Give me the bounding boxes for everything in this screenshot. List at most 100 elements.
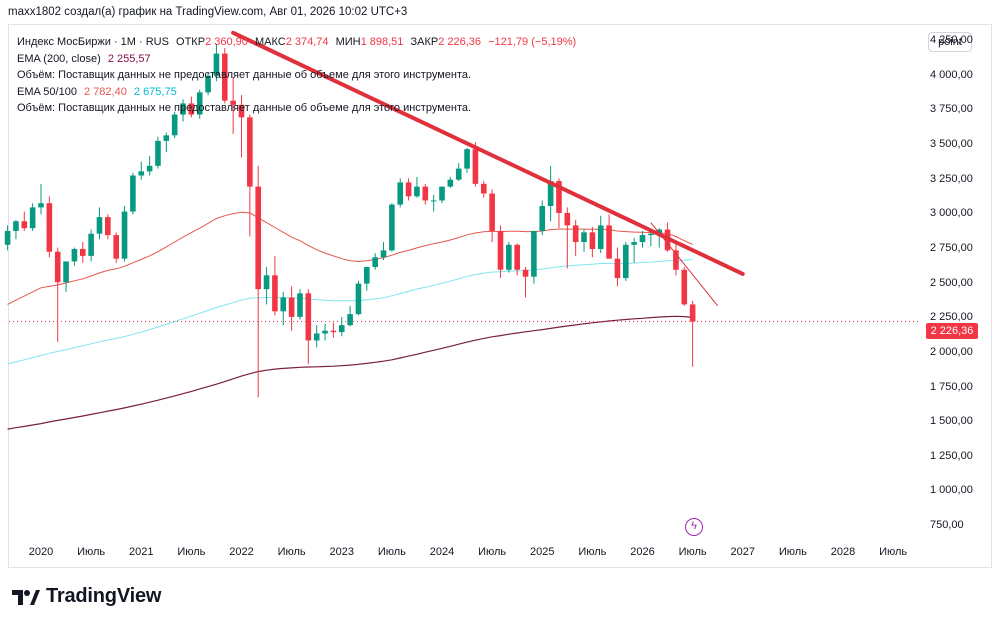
candle-body[interactable]	[439, 186, 445, 201]
candle-body[interactable]	[514, 244, 520, 270]
candle-body[interactable]	[180, 103, 186, 115]
price-tick-label: 3 500,00	[930, 138, 973, 151]
candle-body[interactable]	[338, 325, 345, 333]
ema100-layer	[7, 258, 693, 365]
candle-body[interactable]	[380, 250, 387, 258]
candle-body[interactable]	[255, 186, 262, 290]
candle-body[interactable]	[155, 140, 161, 166]
close-label: ЗАКР	[410, 36, 439, 48]
candle-body[interactable]	[364, 266, 370, 284]
candle-body[interactable]	[372, 257, 378, 267]
candle-body[interactable]	[71, 248, 78, 262]
candle-body[interactable]	[622, 244, 629, 279]
price-tick-label: 2 750,00	[930, 241, 973, 254]
candle-body[interactable]	[146, 165, 153, 172]
candle-body[interactable]	[121, 211, 128, 259]
candle-body[interactable]	[389, 204, 395, 251]
candle-body[interactable]	[447, 179, 454, 187]
candle-body[interactable]	[564, 212, 571, 226]
candle-body[interactable]	[272, 275, 278, 312]
candle-body[interactable]	[263, 275, 270, 290]
candle-body[interactable]	[531, 230, 537, 277]
short-trendline[interactable]	[650, 222, 719, 307]
candle-body[interactable]	[597, 225, 604, 249]
main-trendline[interactable]	[231, 30, 745, 276]
candle-body[interactable]	[130, 175, 136, 212]
candle-body[interactable]	[656, 229, 663, 234]
candle-body[interactable]	[639, 235, 646, 243]
candle-body[interactable]	[472, 149, 479, 184]
candle-body[interactable]	[589, 232, 596, 249]
candle-body[interactable]	[38, 203, 44, 208]
candle-body[interactable]	[221, 53, 228, 101]
candle-body[interactable]	[614, 258, 621, 279]
symbol-label[interactable]: Индекс МосБиржи · 1M · RUS	[17, 36, 169, 48]
legend-ema50-100-row[interactable]: EMA 50/100 2 782,40 2 675,75	[17, 84, 576, 101]
candle-body[interactable]	[213, 53, 220, 76]
candle-body[interactable]	[330, 330, 337, 333]
candle-body[interactable]	[105, 217, 111, 236]
candle-body[interactable]	[648, 233, 654, 236]
candle-body[interactable]	[489, 193, 495, 231]
candle-body[interactable]	[631, 242, 637, 245]
lightning-icon[interactable]: ϟ	[685, 518, 703, 536]
candle-body[interactable]	[188, 103, 195, 115]
candle-body[interactable]	[63, 261, 69, 283]
candle-body[interactable]	[581, 232, 587, 243]
candle-body[interactable]	[171, 114, 178, 136]
candle-body[interactable]	[606, 225, 612, 259]
time-tick-label: Июль	[277, 546, 306, 558]
candle-body[interactable]	[138, 171, 145, 176]
candle-body[interactable]	[13, 221, 19, 231]
candle-body[interactable]	[422, 186, 429, 201]
candle-body[interactable]	[572, 225, 579, 243]
candle-body[interactable]	[480, 183, 487, 194]
candle-body[interactable]	[205, 75, 211, 93]
candle-body[interactable]	[196, 92, 203, 115]
candle-body[interactable]	[689, 304, 696, 322]
candle-body[interactable]	[547, 181, 554, 207]
candle-body[interactable]	[556, 181, 562, 213]
candle-body[interactable]	[405, 182, 412, 197]
candle-body[interactable]	[673, 250, 679, 270]
price-tick-label: 4 250,00	[930, 34, 973, 47]
chart-legend: Индекс МосБиржи · 1M · RUS ОТКР2 360,90 …	[17, 34, 576, 117]
candle-body[interactable]	[79, 248, 86, 256]
candle-body[interactable]	[96, 217, 103, 234]
candle-body[interactable]	[347, 314, 353, 326]
candle-body[interactable]	[464, 149, 470, 169]
candle-body[interactable]	[322, 330, 328, 334]
candle-body[interactable]	[247, 117, 253, 187]
candle-body[interactable]	[54, 251, 61, 283]
candle-body[interactable]	[497, 230, 504, 270]
candle-body[interactable]	[430, 200, 437, 202]
candle-body[interactable]	[305, 293, 312, 341]
candle-body[interactable]	[46, 203, 53, 252]
candle-body[interactable]	[113, 235, 119, 259]
candle-body[interactable]	[681, 269, 688, 305]
legend-ema200-row[interactable]: EMA (200, close) 2 255,57	[17, 51, 576, 68]
candle-body[interactable]	[230, 100, 236, 105]
candle-body[interactable]	[280, 297, 287, 312]
candle-body[interactable]	[506, 244, 512, 270]
price-tick-label: 3 000,00	[930, 207, 973, 220]
candle-body[interactable]	[4, 230, 11, 245]
candle-body[interactable]	[88, 233, 94, 256]
candle-body[interactable]	[238, 104, 245, 118]
candle-body[interactable]	[288, 297, 295, 317]
candle-body[interactable]	[21, 221, 28, 229]
candle-body[interactable]	[313, 333, 320, 341]
candle-body[interactable]	[522, 269, 529, 277]
low-label: МИН	[335, 36, 361, 48]
candle-body[interactable]	[297, 293, 303, 317]
scale-mode-button[interactable]: point	[928, 32, 972, 52]
ema200-line	[7, 315, 693, 430]
candle-body[interactable]	[455, 168, 462, 180]
candle-body[interactable]	[414, 186, 420, 197]
candle-body[interactable]	[539, 206, 546, 231]
candle-body[interactable]	[397, 182, 404, 205]
candle-body[interactable]	[163, 135, 170, 141]
candle-body[interactable]	[355, 283, 362, 315]
candle-body[interactable]	[29, 207, 36, 229]
